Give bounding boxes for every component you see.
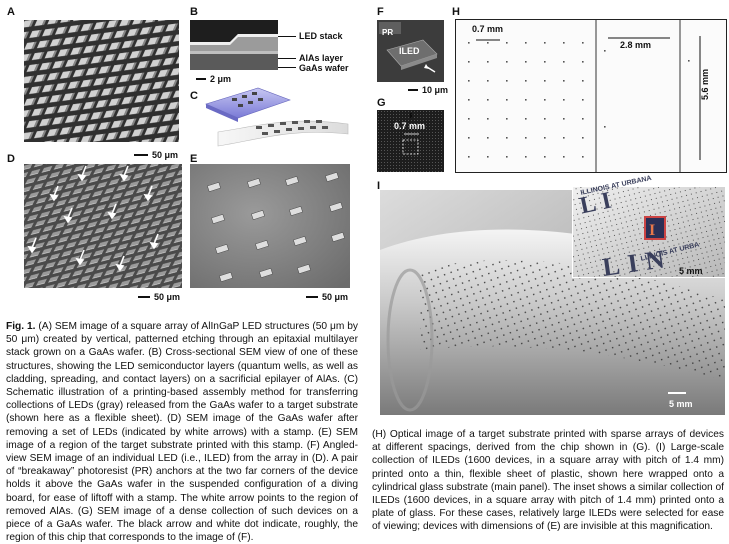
panel-f-iled-sem	[377, 20, 444, 82]
annotation-gaas-wafer: GaAs wafer	[299, 63, 349, 73]
led-array-image	[24, 20, 179, 142]
panel-label-f: F	[377, 6, 384, 18]
panel-i-inset-glass: LI I LIN	[572, 186, 726, 278]
panel-c-schematic	[198, 86, 356, 158]
pitch-label-h-right: 2.8 mm	[620, 40, 652, 50]
gaas-line	[278, 67, 296, 68]
scale-bar-d: 50 μm	[138, 292, 180, 302]
panel-g-dense-chip	[377, 110, 444, 172]
target-substrate-image	[190, 164, 350, 288]
panel-label-b: B	[190, 6, 198, 18]
panel-label-c: C	[190, 90, 198, 102]
iled-label: ILED	[399, 46, 420, 56]
scale-label-i-main: 5 mm	[669, 399, 693, 409]
panel-label-d: D	[7, 153, 15, 165]
panel-label-e: E	[190, 153, 198, 165]
panel-a-sem-led-array	[24, 20, 179, 142]
annotation-led-stack: LED stack	[299, 31, 343, 41]
printing-schematic	[205, 87, 349, 147]
scale-bar-b: 2 μm	[196, 74, 231, 84]
iled-image	[377, 20, 444, 82]
panel-b-cross-section	[190, 20, 278, 70]
alas-line	[278, 58, 296, 59]
led-stack-line	[278, 36, 296, 37]
panel-label-a: A	[7, 6, 15, 18]
wafer-after-removal-image	[24, 164, 182, 288]
scale-label-i-inset: 5 mm	[679, 266, 703, 276]
panel-h-sparse-arrays	[455, 19, 727, 173]
glass-plate-photo: LI I LIN	[573, 187, 725, 277]
pitch-label-h-left: 0.7 mm	[472, 24, 504, 34]
pr-label: PR	[382, 28, 394, 37]
panel-d-sem-wafer	[24, 164, 182, 288]
panel-label-i: I	[377, 180, 381, 192]
scale-bar-a: 50 μm	[134, 150, 178, 160]
height-label-h: 5.6 mm	[700, 68, 710, 100]
figure-caption-right: (H) Optical image of a target substrate …	[372, 429, 724, 533]
annotation-alas-layer: AlAs layer	[299, 53, 344, 63]
scale-bar-e: 50 μm	[306, 292, 348, 302]
svg-text:I: I	[649, 222, 655, 239]
sparse-arrays-image	[456, 20, 726, 172]
figure-number: Fig. 1.	[6, 321, 36, 332]
scale-bar-f: 10 μm	[408, 85, 448, 95]
figure-caption-left: Fig. 1. (A) SEM image of a square array …	[6, 320, 358, 544]
pitch-label-g: 0.7 mm	[394, 121, 426, 131]
cross-section-image	[190, 20, 278, 70]
dense-chip-image	[377, 110, 444, 172]
caption-left-text: (A) SEM image of a square array of AlInG…	[6, 321, 358, 544]
panel-label-h: H	[452, 6, 460, 18]
panel-e-sem-target	[190, 164, 350, 288]
panel-label-g: G	[377, 97, 386, 109]
